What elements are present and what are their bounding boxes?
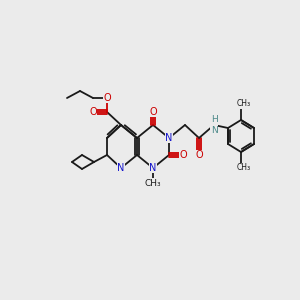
Text: O: O (149, 107, 157, 117)
Text: O: O (179, 150, 187, 160)
Text: O: O (195, 150, 203, 160)
Text: O: O (103, 93, 111, 103)
Text: CH₃: CH₃ (145, 178, 161, 188)
Text: CH₃: CH₃ (237, 100, 251, 109)
Text: N: N (117, 163, 125, 173)
Text: N: N (165, 133, 173, 143)
Text: N: N (149, 163, 157, 173)
Text: H
N: H N (211, 115, 218, 135)
Text: CH₃: CH₃ (237, 164, 251, 172)
Text: O: O (89, 107, 97, 117)
